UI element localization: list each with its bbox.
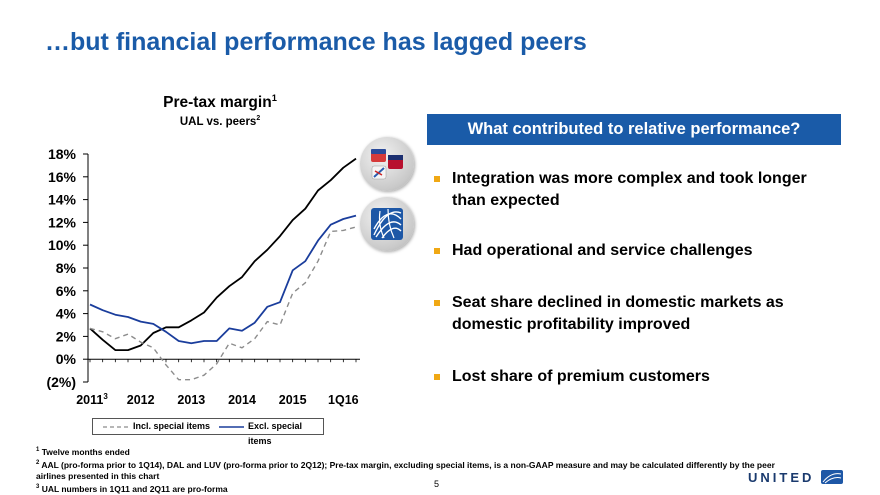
y-tick-label: 0% [56, 351, 77, 367]
footnote: 1 Twelve months ended [36, 446, 130, 457]
chart-legend: Incl. special items Excl. special items [92, 418, 324, 446]
y-tick-label: 8% [56, 260, 77, 276]
x-tick-label: 2015 [279, 393, 307, 407]
peer-airlines-logo-icon [360, 137, 414, 191]
united-wordmark-logo: UNITED [748, 470, 844, 485]
united-globe-logo-icon [360, 197, 414, 251]
y-tick-label: 18% [48, 146, 77, 162]
bullet-item: Seat share declined in domestic markets … [434, 292, 844, 336]
bullet-text: Integration was more complex and took lo… [452, 170, 807, 209]
series-line-dashed-grey [89, 226, 357, 381]
bullet-marker [434, 300, 440, 306]
bullet-text: Seat share declined in domestic markets … [452, 294, 784, 333]
x-tick-label: 2014 [228, 393, 256, 407]
bullet-text: Had operational and service challenges [452, 242, 753, 259]
y-tick-label: 4% [56, 306, 77, 322]
y-tick-label: 14% [48, 192, 77, 208]
footnote: 2 AAL (pro-forma prior to 1Q14), DAL and… [36, 459, 775, 470]
bullet-marker [434, 248, 440, 254]
x-tick-label: 2013 [177, 393, 205, 407]
legend-label-incl: Incl. special items [133, 421, 211, 431]
footnote: 3 UAL numbers in 1Q11 and 2Q11 are pro-f… [36, 483, 228, 494]
footnote: airlines presented in this chart [36, 470, 160, 481]
y-tick-label: 6% [56, 283, 77, 299]
bullet-item: Integration was more complex and took lo… [434, 168, 844, 212]
page-number: 5 [434, 479, 440, 489]
panel-header: What contributed to relative performance… [427, 114, 841, 145]
chart-title: Pre-tax margin1 [163, 93, 277, 112]
x-tick-label: 20113 [76, 392, 108, 407]
bullet-marker [434, 176, 440, 182]
chart-subtitle: UAL vs. peers2 [179, 115, 261, 128]
globe-mark-icon [821, 470, 844, 484]
slide-title: …but financial performance has lagged pe… [45, 28, 587, 56]
bullet-item: Had operational and service challenges [434, 240, 844, 262]
series-line-solid-black [89, 157, 357, 352]
x-tick-label: 1Q16 [328, 393, 359, 407]
series-line-solid-blue [89, 214, 357, 345]
y-tick-label: 10% [48, 237, 77, 253]
x-tick-label: 2012 [127, 393, 155, 407]
y-tick-label: 2% [56, 328, 77, 344]
bullet-item: Lost share of premium customers [434, 366, 844, 388]
footnotes: 1 Twelve months ended 2 AAL (pro-forma p… [36, 445, 856, 494]
bullet-text: Lost share of premium customers [452, 368, 710, 385]
bullet-marker [434, 374, 440, 380]
y-tick-label: 12% [48, 214, 77, 230]
legend-label-excl: Excl. special items [248, 421, 303, 446]
y-tick-label: (2%) [46, 374, 76, 390]
y-tick-label: 16% [48, 169, 77, 185]
